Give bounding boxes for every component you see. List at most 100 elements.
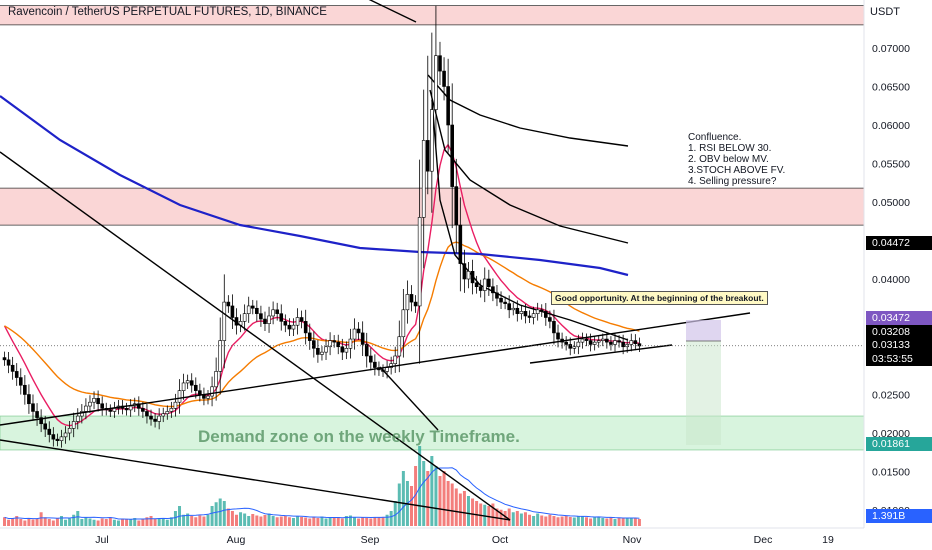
confluence-note: Confluence. 1. RSI BELOW 30. 2. OBV belo… — [688, 132, 786, 187]
candle-body — [588, 340, 593, 345]
candle-body — [556, 332, 560, 340]
candle-body — [299, 317, 304, 322]
volume-bar — [133, 518, 137, 526]
y-tick-label: 0.05000 — [872, 197, 910, 209]
volume-bar — [190, 516, 194, 526]
candle-body — [31, 403, 35, 412]
volume-bar — [564, 515, 568, 526]
candle-body — [157, 415, 161, 422]
candle-body — [613, 340, 617, 345]
volume-bar — [304, 517, 308, 526]
countdown-tag: 03:53:55 — [866, 352, 932, 366]
y-tick-label: 0.06000 — [872, 120, 910, 132]
candle-body — [275, 309, 279, 314]
candle-body — [340, 346, 345, 353]
volume-bar — [247, 516, 251, 526]
candle-body — [242, 313, 247, 322]
candle-body — [417, 217, 422, 307]
candle-body — [80, 411, 84, 417]
candle-body — [576, 341, 581, 348]
candle-body — [96, 398, 100, 405]
candle-body — [47, 428, 52, 435]
volume-bar — [637, 519, 641, 526]
volume-bar — [442, 471, 446, 526]
volume-bar — [340, 518, 344, 526]
volume-bar — [446, 481, 450, 526]
candle-body — [124, 408, 129, 411]
candle-body — [474, 282, 479, 288]
candle-body — [385, 367, 389, 372]
volume-bar — [153, 519, 157, 526]
candle-body — [600, 338, 605, 341]
candle-body — [27, 394, 31, 405]
candle-body — [18, 377, 23, 386]
volume-bar — [169, 517, 173, 526]
volume-bar — [206, 514, 210, 526]
volume-bar — [222, 501, 226, 526]
volume-bar — [324, 518, 328, 526]
volume-bar — [267, 513, 271, 526]
candle-body — [43, 423, 48, 430]
volume-bar — [605, 518, 609, 526]
volume-bar — [393, 501, 397, 526]
volume-bar — [560, 516, 564, 526]
volume-bar — [226, 508, 230, 526]
candle-body — [51, 434, 56, 440]
candle-body — [430, 109, 434, 172]
candle-body — [283, 321, 288, 326]
y-tick-label: 0.01500 — [872, 467, 910, 479]
candle-body — [442, 70, 446, 87]
candle-body — [218, 340, 223, 372]
candle-body — [568, 344, 573, 349]
volume-bar — [434, 466, 438, 526]
candle-body — [450, 124, 455, 187]
volume-bar — [72, 514, 76, 526]
volume-bar — [112, 519, 116, 526]
volume-bar — [27, 518, 31, 526]
candle-body — [165, 411, 170, 415]
volume-bar — [39, 512, 43, 526]
volume-bar — [84, 517, 88, 526]
volume-bar — [471, 498, 475, 526]
volume-bar — [296, 516, 300, 526]
volume-bar — [397, 483, 401, 526]
candle-body — [185, 380, 190, 384]
candle-body — [161, 413, 166, 417]
volume-bar — [361, 517, 365, 526]
candle-body — [487, 278, 491, 287]
volume-bar — [96, 520, 100, 526]
volume-layer — [3, 446, 641, 526]
volume-bar — [51, 520, 55, 526]
candle-body — [629, 340, 634, 345]
candle-body — [149, 415, 153, 420]
volume-bar — [454, 488, 458, 526]
volume-bar — [19, 519, 23, 526]
candle-body — [519, 311, 524, 314]
y-tick-label: 0.05500 — [872, 159, 910, 171]
volume-bar — [173, 511, 177, 526]
candle-body — [39, 417, 43, 425]
price-tag: 0.04472 — [866, 235, 932, 250]
candle-body — [454, 186, 459, 226]
volume-bar — [263, 515, 267, 526]
candle-body — [393, 355, 398, 364]
candle-body — [356, 328, 361, 334]
candle-body — [336, 341, 341, 348]
volume-bar — [418, 446, 422, 526]
x-tick-label: Jul — [95, 534, 108, 546]
volume-bar — [430, 456, 434, 526]
y-tick-label: 0.06500 — [872, 82, 910, 94]
volume-bar — [597, 517, 601, 526]
volume-bar — [291, 518, 295, 526]
volume-bar — [499, 509, 503, 526]
candle-body — [259, 313, 263, 320]
x-tick-label: Sep — [361, 534, 380, 546]
volume-bar — [462, 491, 466, 526]
volume-bar — [23, 520, 27, 526]
volume-bar — [100, 518, 104, 526]
candle-body — [153, 418, 157, 422]
candle-body — [263, 318, 267, 324]
candle-body — [303, 321, 308, 334]
volume-bar — [210, 506, 214, 526]
